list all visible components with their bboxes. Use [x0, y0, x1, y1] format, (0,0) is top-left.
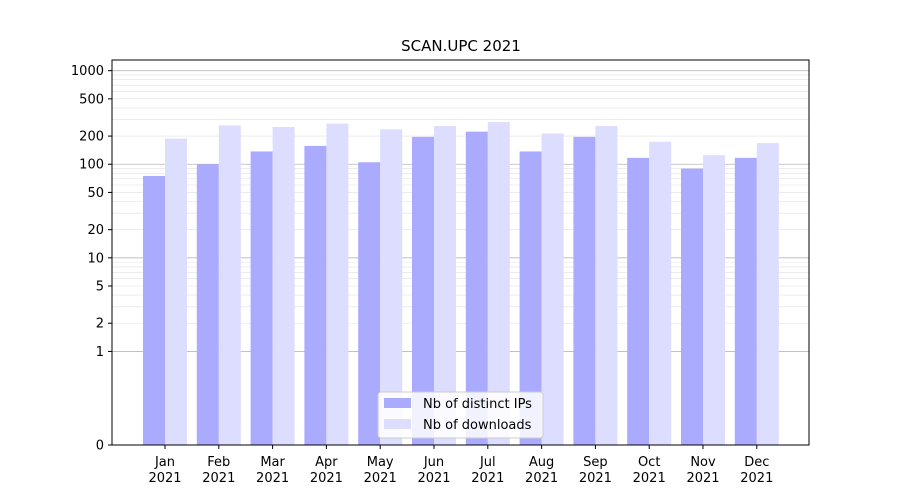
- bar-distinct-ips: [465, 131, 488, 445]
- legend-swatch-downloads: [384, 419, 411, 429]
- bar-distinct-ips: [519, 151, 542, 446]
- plot-frame: [111, 59, 810, 446]
- bar-distinct-ips: [627, 157, 650, 446]
- bar-downloads: [380, 129, 403, 445]
- bar-downloads: [434, 126, 456, 446]
- bar-distinct-ips: [573, 136, 596, 446]
- bar-distinct-ips: [412, 136, 434, 446]
- legend: Nb of distinct IPs Nb of downloads: [377, 391, 544, 439]
- bar-distinct-ips: [734, 157, 757, 446]
- x-tick-label: Jan 2021: [148, 455, 181, 486]
- bar-downloads: [218, 125, 241, 445]
- x-tick-label: Apr 2021: [310, 455, 343, 486]
- x-tick-label: Jul 2021: [471, 455, 504, 486]
- x-axis: Jan 2021 Feb 2021 Mar 2021 Apr 2021 May 2021 Jun 20…: [148, 445, 773, 486]
- x-tick-label: Oct 2021: [633, 455, 666, 486]
- y-tick-label: 100: [79, 158, 104, 173]
- chart-title: SCAN.UPC 2021: [401, 37, 521, 55]
- bar-distinct-ips: [196, 164, 219, 445]
- y-tick-label: 10: [87, 251, 104, 266]
- x-tick-label: Aug 2021: [525, 455, 558, 486]
- y-tick-label: 1: [96, 345, 104, 360]
- y-tick-label: 5: [96, 280, 104, 295]
- legend-label-distinct-ips: Nb of distinct IPs: [423, 397, 532, 412]
- bar-downloads: [595, 126, 618, 446]
- x-tick-label: Mar 2021: [256, 455, 289, 486]
- x-tick-label: Jun 2021: [417, 455, 450, 486]
- legend-swatch-distinct-ips: [384, 398, 411, 408]
- bar-downloads: [487, 122, 510, 446]
- x-tick-label: Dec 2021: [740, 455, 773, 486]
- legend-box: [377, 391, 544, 439]
- x-tick-label: Feb 2021: [202, 455, 235, 486]
- y-axis: 0 1 2 5 10 20 50 100 200 500 1000: [71, 64, 112, 454]
- y-tick-label: 200: [79, 130, 104, 145]
- bar-downloads: [272, 127, 295, 445]
- y-tick-label: 0: [96, 439, 104, 454]
- x-tick-label: Nov 2021: [686, 455, 719, 486]
- y-tick-label: 500: [79, 92, 104, 107]
- x-tick-label: May 2021: [364, 455, 397, 486]
- bar-distinct-ips: [304, 145, 327, 445]
- bar-distinct-ips: [143, 175, 165, 445]
- bar-downloads: [649, 141, 672, 445]
- bar-downloads: [165, 138, 187, 445]
- y-tick-label: 2: [96, 317, 104, 332]
- bar-distinct-ips: [250, 151, 273, 446]
- y-tick-label: 20: [87, 223, 104, 238]
- bar-distinct-ips: [681, 168, 703, 445]
- y-tick-label: 1000: [71, 64, 104, 79]
- bar-distinct-ips: [358, 162, 381, 446]
- bar-downloads: [703, 155, 725, 445]
- bar-downloads: [541, 133, 564, 445]
- bar-downloads: [326, 123, 349, 445]
- bar-downloads: [756, 143, 779, 445]
- x-tick-label: Sep 2021: [579, 455, 612, 486]
- y-tick-label: 50: [87, 186, 104, 201]
- bars: [143, 122, 779, 446]
- legend-label-downloads: Nb of downloads: [423, 418, 532, 433]
